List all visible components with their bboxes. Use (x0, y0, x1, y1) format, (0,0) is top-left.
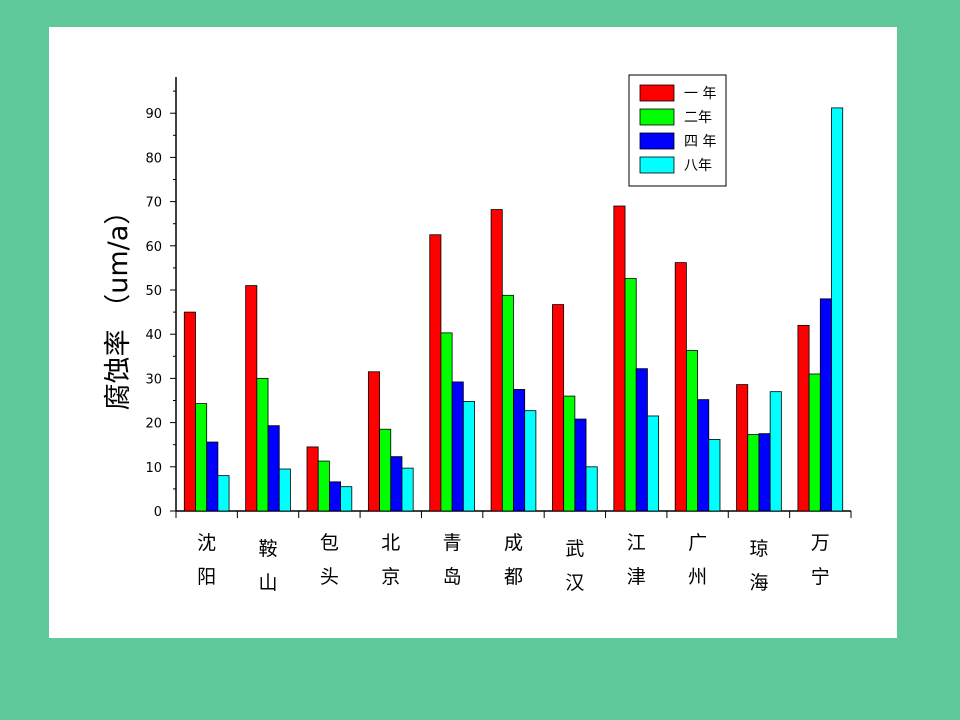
bar (429, 234, 442, 512)
legend-swatch (639, 132, 675, 150)
bar (524, 410, 537, 512)
y-tick-label: 10 (145, 461, 162, 476)
x-category-label: 州 (688, 566, 707, 588)
legend-label: 四 年 (684, 134, 716, 150)
bar (256, 377, 269, 512)
y-tick-label: 90 (145, 107, 162, 122)
x-category-label: 成 (504, 532, 523, 554)
y-tick-label: 80 (145, 151, 162, 166)
bar (329, 481, 342, 512)
x-category-label: 江 (627, 532, 646, 554)
bar (183, 311, 196, 512)
x-category-label: 山 (259, 572, 278, 594)
bar (685, 350, 698, 512)
y-tick-label: 20 (145, 417, 162, 432)
x-category-label: 武 (565, 538, 584, 560)
x-category-label: 汉 (565, 572, 584, 594)
x-category-label: 津 (627, 566, 646, 588)
bar (306, 446, 319, 512)
bar (708, 438, 721, 512)
bar (217, 475, 230, 512)
bar (440, 332, 453, 512)
bar (831, 107, 844, 512)
y-tick-label: 60 (145, 240, 162, 255)
y-tick-label: 0 (154, 505, 162, 520)
legend-label: 一 年 (684, 86, 716, 102)
bar (267, 425, 280, 512)
y-tick-label: 50 (145, 284, 162, 299)
bar (451, 381, 464, 512)
bar (769, 391, 782, 512)
bar (490, 209, 503, 512)
y-tick-label: 70 (145, 196, 162, 211)
x-category-label: 阳 (197, 566, 216, 588)
bar (390, 456, 403, 512)
chart-panel: 0 10 20 30 40 50 60 70 80 90 腐蚀率 （um/a） 沈阳 鞍山 包头 北京 青岛 成… (49, 27, 897, 638)
legend-swatch (639, 84, 675, 102)
bar (563, 395, 576, 512)
legend-swatch (639, 108, 675, 126)
bar (462, 400, 475, 512)
y-tick-label: 30 (145, 372, 162, 387)
x-category-label: 海 (749, 572, 768, 594)
bar (624, 278, 637, 512)
legend-swatch (639, 156, 675, 174)
y-axis-label: 腐蚀率 （um/a） (103, 198, 134, 411)
bar (613, 205, 626, 512)
x-category-label: 岛 (443, 566, 462, 588)
bar (819, 298, 832, 512)
bar (552, 304, 565, 512)
x-category-label: 都 (504, 566, 523, 588)
bar-chart: 0 10 20 30 40 50 60 70 80 90 腐蚀率 （um/a） 沈阳 鞍山 包头 北京 青岛 成… (103, 74, 852, 594)
legend-label: 二年 (684, 110, 712, 126)
bar (674, 262, 687, 512)
bar (513, 389, 526, 512)
bar (245, 285, 258, 512)
bar (747, 434, 760, 512)
bar (736, 384, 749, 512)
bar (501, 294, 514, 512)
bar (206, 441, 219, 512)
y-tick-label: 40 (145, 328, 162, 343)
x-category-label: 北 (381, 532, 400, 554)
bar (317, 460, 330, 512)
x-category-label: 宁 (811, 566, 830, 588)
bar (647, 415, 660, 512)
bar (808, 373, 821, 512)
bar (340, 486, 353, 512)
bar (401, 467, 414, 512)
x-category-label: 青 (443, 532, 462, 554)
bar (367, 371, 380, 512)
bar (195, 403, 208, 512)
bar (635, 368, 648, 512)
x-category-label: 琼 (749, 538, 768, 560)
x-category-label: 万 (811, 532, 830, 554)
legend-label: 八年 (684, 158, 712, 174)
bar (585, 466, 598, 512)
bar (797, 324, 810, 512)
bar (697, 399, 710, 512)
x-category-label: 广 (688, 532, 707, 554)
x-category-label: 鞍 (259, 538, 278, 560)
x-category-label: 京 (381, 566, 400, 588)
bar (278, 468, 291, 512)
bar (379, 428, 392, 512)
bar (758, 433, 771, 512)
x-category-label: 包 (320, 532, 339, 554)
bar (574, 418, 587, 512)
x-category-label: 头 (320, 566, 339, 588)
x-category-label: 沈 (197, 532, 216, 554)
